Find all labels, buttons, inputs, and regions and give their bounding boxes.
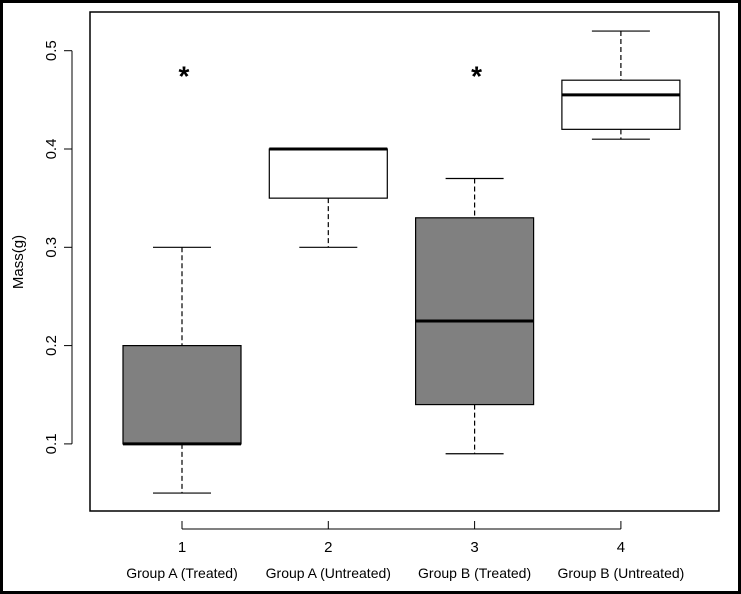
x-category-label: Group A (Treated) — [126, 565, 238, 581]
y-axis: 0.1 0.2 0.3 0.4 0.5 — [43, 40, 73, 454]
box — [561, 79, 681, 130]
y-tick-label: 0.3 — [43, 237, 60, 258]
y-tick-label: 0.5 — [43, 40, 60, 61]
box-group: * — [415, 60, 535, 455]
x-tick-label: 4 — [617, 539, 625, 556]
y-tick-label: 0.2 — [43, 335, 60, 356]
x-tick-label: 3 — [470, 539, 478, 556]
box-group — [268, 147, 388, 248]
x-category-label: Group B (Untreated) — [557, 565, 684, 581]
box — [415, 217, 535, 406]
y-tick-label: 0.1 — [43, 433, 60, 454]
x-tick-label: 1 — [178, 539, 186, 556]
box — [122, 345, 242, 445]
x-axis: 1 Group A (Treated) 2 Group A (Untreated) 3 G… — [126, 521, 684, 581]
box — [268, 148, 388, 199]
box-group — [561, 30, 681, 140]
y-axis-label: Mass(g) — [10, 235, 27, 289]
box-group: * — [122, 60, 242, 494]
x-category-label: Group A (Untreated) — [266, 565, 391, 581]
boxes-layer: * * — [122, 30, 681, 494]
significance-marker: * — [179, 60, 190, 91]
x-category-label: Group B (Treated) — [418, 565, 531, 581]
significance-marker: * — [471, 60, 482, 91]
plot-area — [89, 11, 720, 512]
x-tick-label: 2 — [324, 539, 332, 556]
y-tick-label: 0.4 — [43, 139, 60, 160]
